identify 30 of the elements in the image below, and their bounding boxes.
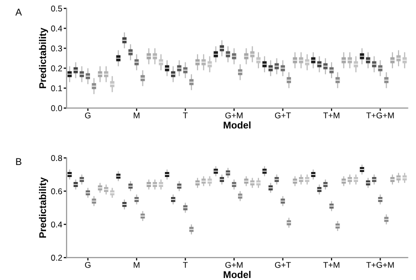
- x-tick-label: G+T: [275, 262, 291, 268]
- x-tick-label: T+G+M: [366, 262, 394, 268]
- x-axis-title: Model: [224, 121, 250, 129]
- y-tick-label: 0.2: [51, 254, 62, 261]
- y-tick-label: 0.4: [51, 26, 62, 32]
- x-tick-label: G: [85, 262, 90, 268]
- x-tick-label: G+T: [275, 112, 291, 118]
- y-tick-label: 0.4: [51, 222, 62, 228]
- y-tick-label: 0.0: [51, 105, 62, 112]
- x-axis-title: Model: [224, 270, 250, 278]
- x-tick-label: G: [85, 112, 90, 118]
- y-tick-label: 0.5: [51, 6, 62, 12]
- x-tick-label: T+M: [323, 262, 340, 268]
- y-axis-title: Predictability: [38, 177, 48, 238]
- chart-title: B: [16, 158, 22, 165]
- y-tick-label: 0.8: [51, 155, 62, 162]
- y-tick-label: 0.2: [51, 65, 62, 72]
- x-tick-label: G+M: [225, 112, 243, 118]
- x-tick-label: T: [182, 262, 188, 268]
- x-tick-label: M: [134, 112, 140, 118]
- x-tick-label: M: [134, 262, 140, 268]
- y-tick-label: 0.6: [51, 188, 62, 194]
- x-tick-label: T+M: [323, 112, 340, 118]
- y-axis-title: Predictability: [38, 28, 48, 88]
- y-tick-label: 0.3: [51, 45, 62, 52]
- x-tick-label: G+M: [225, 262, 243, 268]
- x-tick-label: T: [182, 112, 188, 118]
- y-tick-label: 0.1: [51, 85, 62, 92]
- chart-title: A: [15, 8, 22, 16]
- x-tick-label: T+G+M: [366, 112, 394, 118]
